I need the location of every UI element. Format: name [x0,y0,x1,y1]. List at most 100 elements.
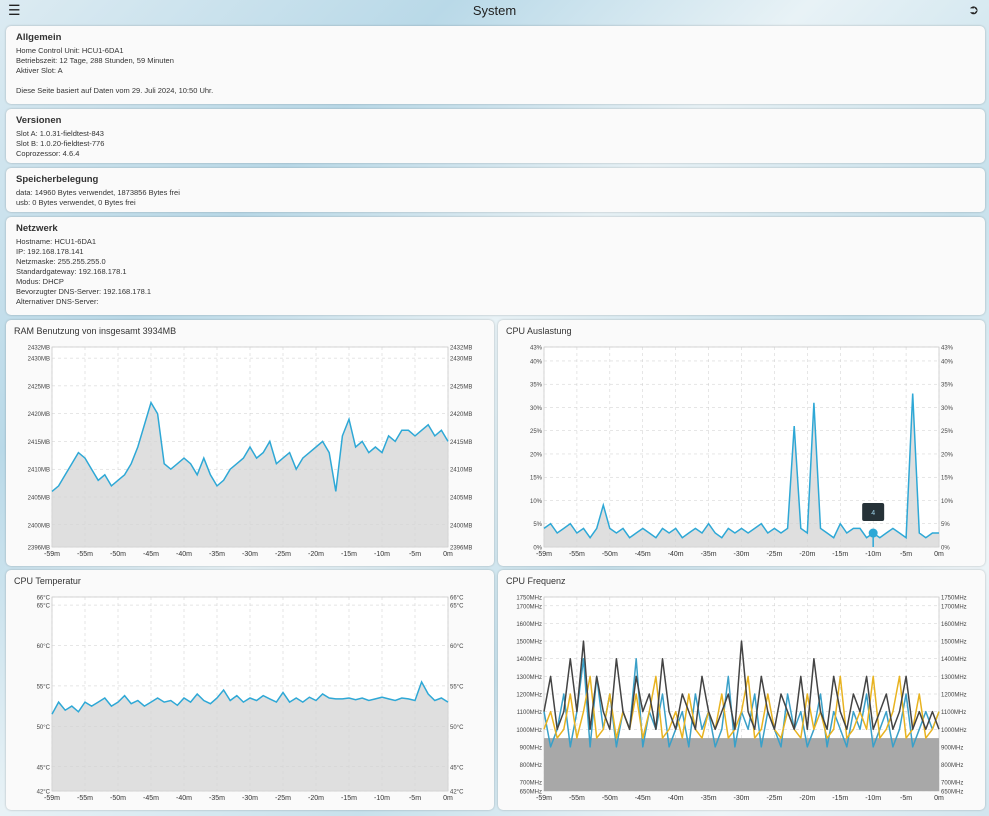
general-line: Aktiver Slot: A [16,66,63,75]
y-tick-label: 1400MHz [941,657,967,663]
y-tick-label: 2400MB [28,523,50,529]
y-tick-label: 25% [530,429,543,435]
y-tick-label: 25% [941,429,954,435]
cpu-freq-chart-card: CPU Frequenz 650MHz 650MHz 700MHz 700MHz 800… [498,570,985,810]
x-tick-label: -30m [242,795,258,802]
versions-title: Versionen [16,115,62,126]
storage-title: Speicherbelegung [16,174,99,185]
y-tick-label: 1500MHz [941,640,967,646]
header-bar: ☰ System ➲ [0,0,989,20]
series-line [51,680,449,715]
x-tick-label: -10m [374,551,390,558]
x-tick-label: 0m [934,795,944,802]
y-tick-label: 45°C [37,765,51,771]
x-tick-label: -45m [635,551,651,558]
y-tick-label: 1750MHz [941,596,967,602]
x-tick-label: -5m [409,795,421,802]
x-tick-label: -5m [409,551,421,558]
x-tick-label: -40m [668,795,684,802]
y-tick-label: 30% [530,406,543,412]
y-tick-label: 2410MB [28,468,50,474]
x-tick-label: -35m [209,551,225,558]
x-tick-label: -15m [832,795,848,802]
y-tick-label: 1600MHz [516,622,542,628]
y-tick-label: 2415MB [28,440,50,446]
y-tick-label: 1300MHz [516,675,542,681]
y-tick-label: 15% [941,476,954,482]
x-tick-label: -15m [832,551,848,558]
version-line: Coprozessor: 4.6.4 [16,149,80,158]
y-tick-label: 43% [941,346,954,352]
series-area [52,402,448,547]
baseline-area [544,738,939,791]
x-tick-label: -25m [275,551,291,558]
general-line: Betriebszeit: 12 Tage, 288 Stunden, 59 M… [16,56,174,65]
y-tick-label: 2430MB [450,357,472,363]
y-tick-label: 1600MHz [941,622,967,628]
y-tick-label: 55°C [450,684,464,690]
y-tick-label: 2425MB [450,384,472,390]
logout-icon[interactable]: ➲ [968,2,979,17]
x-tick-label: -55m [569,551,585,558]
x-tick-label: -25m [766,551,782,558]
x-tick-label: -59m [44,551,60,558]
x-tick-label: -50m [110,795,126,802]
y-tick-label: 2425MB [28,384,50,390]
y-tick-label: 35% [530,383,543,389]
versions-card: Versionen Slot A: 1.0.31-fieldtest-843 S… [6,109,985,163]
x-tick-label: -25m [766,795,782,802]
version-line: Slot B: 1.0.20-fieldtest-776 [16,139,105,148]
y-tick-label: 42°C [37,790,51,796]
network-line: Hostname: HCU1-6DA1 [16,237,97,246]
series-area [52,681,448,791]
x-tick-label: -50m [110,551,126,558]
y-tick-label: 700MHz [941,781,963,787]
y-tick-label: 800MHz [941,763,963,769]
y-tick-label: 45°C [450,765,464,771]
hamburger-menu-icon[interactable]: ☰ [8,2,21,18]
y-tick-label: 1100MHz [941,710,966,716]
x-tick-label: -35m [209,795,225,802]
y-tick-label: 1750MHz [516,596,542,602]
y-tick-label: 42°C [450,790,464,796]
x-tick-label: -55m [77,551,93,558]
y-tick-label: 5% [941,522,950,528]
x-tick-label: -5m [900,795,912,802]
y-tick-label: 0% [941,546,950,552]
y-tick-label: 650MHz [520,790,542,796]
y-tick-label: 2415MB [450,440,472,446]
y-tick-label: 2396MB [28,546,50,552]
y-tick-label: 43% [530,346,543,352]
cpu-temp-chart: 42°C 42°C 45°C 45°C 50°C 50°C 55°C 55°C 60°C 60°C… [37,596,464,803]
series-line-2 [543,640,940,731]
network-line: IP: 192.168.178.141 [16,247,84,256]
x-tick-label: 0m [443,551,453,558]
y-tick-label: 2405MB [28,496,50,502]
network-title: Netzwerk [16,223,58,234]
x-tick-label: -30m [734,795,750,802]
x-tick-label: -45m [143,551,159,558]
network-line: Alternativer DNS-Server: [16,297,99,306]
y-tick-label: 2400MB [450,523,472,529]
y-tick-label: 900MHz [941,745,963,751]
general-line: Home Control Unit: HCU1-6DA1 [16,46,124,55]
x-tick-label: -35m [701,795,717,802]
y-tick-label: 2420MB [450,412,472,418]
x-tick-label: -10m [865,795,881,802]
y-tick-label: 65°C [37,604,51,610]
x-tick-label: -25m [275,795,291,802]
ram-chart: 2396MB 2396MB 2400MB 2400MB 2405MB 2405MB 2410… [28,346,473,559]
x-tick-label: -20m [799,795,815,802]
network-line: Standardgateway: 192.168.178.1 [16,267,127,276]
cpu-temp-chart-card: CPU Temperatur 42°C 42°C 45°C 45°C 50°C 50°C 5… [6,570,494,810]
y-tick-label: 1700MHz [941,604,967,610]
x-tick-label: -20m [308,551,324,558]
page-title: System [472,2,517,18]
chart-title: CPU Frequenz [506,576,566,586]
x-tick-label: -35m [701,551,717,558]
x-tick-label: 0m [443,795,453,802]
y-tick-label: 2405MB [450,496,472,502]
network-line: Netzmaske: 255.255.255.0 [16,257,106,266]
y-tick-label: 2410MB [450,468,472,474]
general-title: Allgemein [16,32,62,43]
